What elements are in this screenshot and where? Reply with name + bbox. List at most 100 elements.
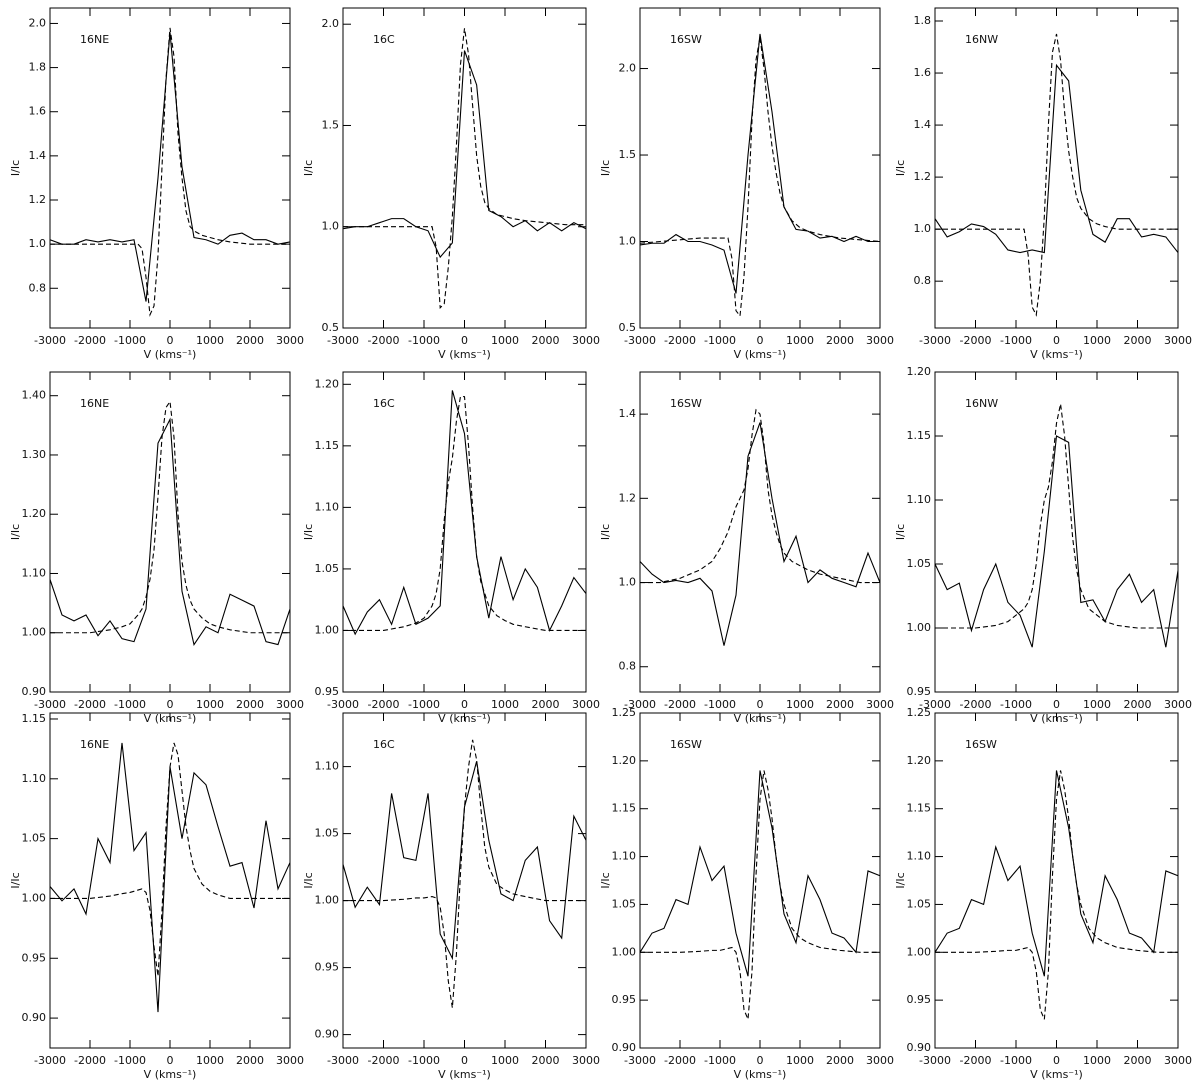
x-tick-label: -3000: [919, 698, 951, 711]
panel-label: 16NE: [80, 738, 109, 751]
x-tick-label: -2000: [960, 1054, 992, 1067]
y-tick-label: 1.8: [914, 14, 932, 27]
x-axis-label: V (kms⁻¹): [438, 1068, 491, 1081]
x-tick-label: 3000: [866, 1054, 894, 1067]
y-tick-label: 1.8: [29, 61, 47, 74]
x-axis-label: V (kms⁻¹): [1030, 1068, 1083, 1081]
x-tick-label: 3000: [276, 698, 304, 711]
y-tick-label: 1.5: [322, 118, 340, 131]
y-tick-label: 1.15: [22, 712, 47, 725]
x-tick-label: -1000: [114, 698, 146, 711]
x-tick-label: 3000: [1164, 334, 1192, 347]
y-tick-label: 1.5: [619, 148, 637, 161]
x-tick-label: -3000: [624, 1054, 656, 1067]
y-tick-label: 0.5: [619, 321, 637, 334]
x-tick-label: -2000: [664, 334, 696, 347]
x-axis-label: V (kms⁻¹): [438, 348, 491, 361]
x-tick-label: -2000: [664, 698, 696, 711]
x-tick-label: -1000: [704, 1054, 736, 1067]
x-tick-label: 1000: [196, 1054, 224, 1067]
x-tick-label: -1000: [1000, 334, 1032, 347]
x-tick-label: 1000: [786, 1054, 814, 1067]
plot-frame: [342, 712, 587, 1049]
data-line: [935, 403, 1178, 629]
x-tick-label: -3000: [327, 698, 359, 711]
y-axis-label: I/Ic: [599, 524, 612, 540]
x-tick-label: 1000: [1083, 1054, 1111, 1067]
plot-frame: [934, 7, 1179, 329]
x-tick-label: -3000: [624, 698, 656, 711]
y-axis-label: I/Ic: [599, 872, 612, 888]
x-tick-label: 2000: [236, 698, 264, 711]
y-tick-label: 1.15: [612, 802, 637, 815]
y-tick-label: 1.20: [612, 754, 637, 767]
y-tick-label: 2.0: [29, 16, 47, 29]
y-tick-label: 1.15: [907, 802, 932, 815]
data-line: [934, 770, 1179, 977]
x-tick-label: 0: [461, 1054, 468, 1067]
data-line: [343, 739, 586, 1008]
x-tick-label: 3000: [276, 1054, 304, 1067]
x-tick-label: 0: [167, 698, 174, 711]
y-tick-label: 1.00: [315, 894, 340, 907]
panel-label: 16NW: [965, 33, 998, 46]
x-axis-label: V (kms⁻¹): [1030, 348, 1083, 361]
data-line: [342, 761, 587, 961]
x-tick-label: 2000: [826, 334, 854, 347]
y-tick-label: 0.95: [907, 993, 932, 1006]
x-axis-label: V (kms⁻¹): [734, 1068, 787, 1081]
y-tick-label: 1.05: [907, 557, 932, 570]
x-tick-label: 3000: [572, 698, 600, 711]
x-tick-label: -2000: [960, 334, 992, 347]
data-line: [639, 770, 881, 977]
panel-label: 16SW: [670, 738, 702, 751]
x-tick-label: -3000: [919, 334, 951, 347]
x-tick-label: 0: [757, 698, 764, 711]
data-line: [49, 32, 291, 302]
y-tick-label: 1.05: [315, 827, 340, 840]
plot-frame: [639, 712, 881, 1049]
y-tick-label: 1.10: [22, 566, 47, 579]
x-tick-label: 0: [1053, 1054, 1060, 1067]
data-line: [50, 742, 290, 977]
y-tick-label: 0.5: [322, 321, 340, 334]
x-tick-label: -3000: [919, 1054, 951, 1067]
panel-label: 16C: [373, 738, 395, 751]
y-tick-label: 0.95: [22, 951, 47, 964]
x-tick-label: -1000: [1000, 1054, 1032, 1067]
y-tick-label: 1.0: [29, 237, 47, 250]
y-tick-label: 1.10: [22, 772, 47, 785]
x-tick-label: -2000: [368, 334, 400, 347]
x-tick-label: -1000: [114, 334, 146, 347]
x-tick-label: 0: [757, 334, 764, 347]
x-tick-label: -2000: [368, 698, 400, 711]
x-tick-label: 2000: [1124, 698, 1152, 711]
y-tick-label: 0.90: [907, 1041, 932, 1054]
y-tick-label: 1.00: [315, 623, 340, 636]
plot-frame: [342, 371, 587, 693]
y-tick-label: 1.20: [315, 377, 340, 390]
y-tick-label: 0.95: [315, 961, 340, 974]
y-axis-label: I/Ic: [9, 524, 22, 540]
x-tick-label: 0: [167, 334, 174, 347]
plot-frame: [639, 371, 881, 693]
y-tick-label: 1.40: [22, 389, 47, 402]
y-tick-label: 1.15: [315, 439, 340, 452]
x-tick-label: 2000: [532, 1054, 560, 1067]
y-tick-label: 1.25: [907, 706, 932, 719]
y-tick-label: 2.0: [619, 62, 637, 75]
panel-label: 16C: [373, 33, 395, 46]
x-tick-label: -1000: [408, 1054, 440, 1067]
y-tick-label: 0.90: [315, 1028, 340, 1041]
y-axis-label: I/Ic: [894, 872, 907, 888]
x-tick-label: 1000: [1083, 334, 1111, 347]
x-tick-label: 2000: [826, 698, 854, 711]
x-tick-label: 2000: [236, 1054, 264, 1067]
y-tick-label: 1.2: [29, 193, 47, 206]
x-tick-label: 1000: [786, 698, 814, 711]
y-axis-label: I/Ic: [9, 872, 22, 888]
y-tick-label: 1.20: [22, 507, 47, 520]
y-axis-label: I/Ic: [599, 160, 612, 176]
x-tick-label: 0: [461, 334, 468, 347]
x-tick-label: 3000: [572, 334, 600, 347]
